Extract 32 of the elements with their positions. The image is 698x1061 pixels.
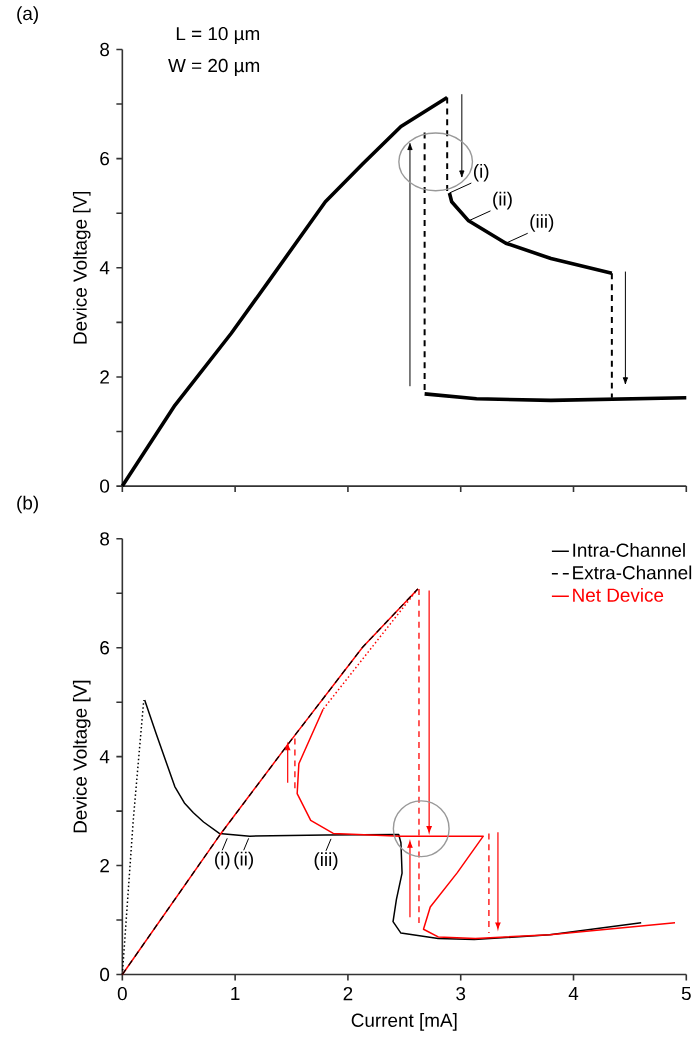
y-tick-label: 6 (100, 151, 110, 166)
x-tick-label: 1 (231, 986, 240, 1000)
y-tick-label: 4 (99, 261, 110, 275)
annotation: (i) (474, 163, 489, 182)
annotation: (i) (215, 851, 230, 870)
x-tick-label: 3 (456, 986, 466, 1001)
legend-label: Net Device (573, 587, 664, 602)
y-tick-label: 8 (100, 42, 110, 57)
x-tick-label: 0 (117, 986, 127, 1001)
annotation: (ii) (493, 191, 512, 210)
chart-title: (a) (17, 6, 39, 24)
y-tick-label: 2 (100, 858, 109, 873)
x-tick-label: 2 (343, 986, 353, 1001)
legend-label: Extra-Channel (573, 565, 692, 580)
annotation: (iii) (314, 852, 338, 870)
y-tick-label: 2 (100, 370, 109, 384)
y-tick-label: 6 (100, 641, 110, 655)
x-tick-label: 4 (568, 986, 579, 1000)
y-axis-title: Device Voltage [V] (73, 680, 91, 833)
x-tick-label: 5 (681, 986, 691, 1001)
x-axis-title: Current [mA] (351, 1013, 457, 1031)
annotation: (ii) (234, 851, 254, 870)
y-tick-label: 4 (99, 750, 110, 764)
legend-label: Intra-Channel (573, 543, 685, 557)
y-axis-title: Device Voltage [V] (73, 191, 91, 344)
text: L = 10 µm (176, 26, 260, 45)
y-tick-label: 0 (100, 479, 110, 493)
chart-title: (b) (17, 495, 39, 514)
y-tick-label: 8 (100, 532, 110, 546)
y-tick-label: 0 (100, 967, 110, 982)
annotation: (iii) (530, 214, 554, 232)
annotation: W = 20 µm (168, 58, 260, 76)
